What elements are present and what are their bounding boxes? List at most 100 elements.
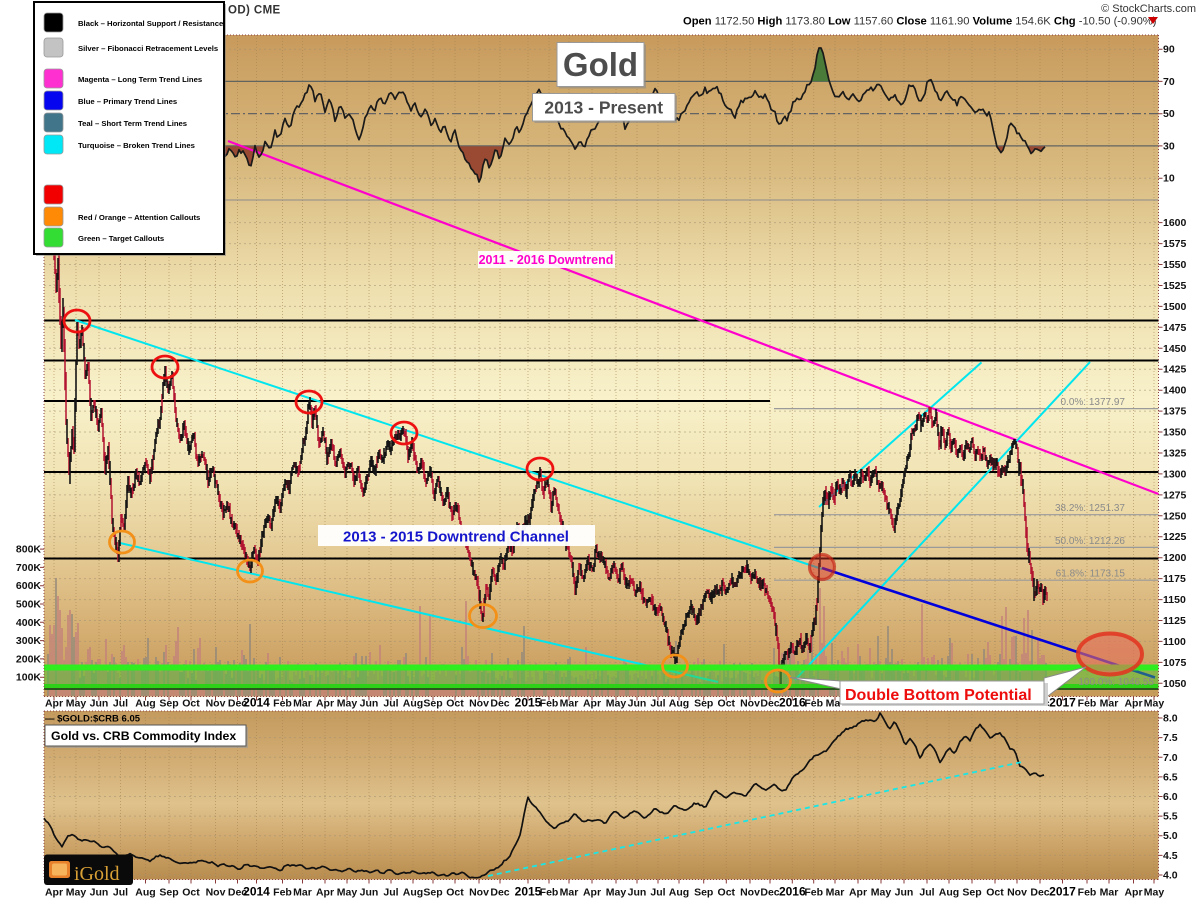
svg-text:6.5: 6.5 (1163, 771, 1178, 783)
svg-text:Jul: Jul (650, 887, 665, 899)
svg-text:Nov: Nov (469, 887, 489, 899)
svg-text:Aug: Aug (403, 698, 423, 710)
svg-text:1050: 1050 (1163, 678, 1187, 690)
svg-text:Apr: Apr (1124, 698, 1142, 710)
svg-text:1525: 1525 (1163, 280, 1187, 292)
svg-text:Gold vs. CRB Commodity Index: Gold vs. CRB Commodity Index (51, 729, 236, 743)
svg-text:Nov: Nov (740, 887, 760, 899)
svg-text:May: May (1144, 698, 1165, 710)
svg-text:Blue – Primary Trend Lines: Blue – Primary Trend Lines (78, 97, 177, 106)
svg-text:Apr: Apr (1124, 887, 1142, 899)
svg-text:Sep: Sep (962, 887, 981, 899)
svg-text:Jun: Jun (360, 698, 379, 710)
svg-text:Mar: Mar (826, 887, 845, 899)
svg-text:May: May (337, 698, 358, 710)
svg-text:Mar: Mar (1100, 698, 1119, 710)
svg-text:Dec: Dec (760, 887, 779, 899)
svg-text:70: 70 (1163, 76, 1175, 88)
svg-text:1200: 1200 (1163, 552, 1187, 564)
svg-text:Sep: Sep (694, 887, 713, 899)
svg-text:Apr: Apr (45, 887, 63, 899)
svg-text:Nov: Nov (206, 887, 226, 899)
svg-text:Green – Target Callouts: Green – Target Callouts (78, 234, 164, 243)
svg-text:2015: 2015 (515, 696, 542, 710)
svg-text:2013 - Present: 2013 - Present (544, 98, 663, 118)
svg-text:© StockCharts.com: © StockCharts.com (1101, 3, 1196, 15)
svg-text:Red / Orange – Attention Callo: Red / Orange – Attention Callouts (78, 213, 200, 222)
svg-text:Feb: Feb (804, 887, 823, 899)
svg-text:May: May (66, 698, 87, 710)
svg-text:1475: 1475 (1163, 322, 1187, 334)
svg-text:61.8%: 1173.15: 61.8%: 1173.15 (1056, 569, 1126, 580)
svg-text:Oct: Oct (182, 698, 200, 710)
svg-text:Feb: Feb (540, 887, 559, 899)
svg-text:1150: 1150 (1163, 594, 1186, 606)
svg-text:Oct: Oct (718, 887, 736, 899)
svg-text:Nov: Nov (1007, 887, 1027, 899)
svg-text:Aug: Aug (669, 887, 689, 899)
svg-text:2014: 2014 (243, 696, 270, 710)
svg-text:Nov: Nov (469, 698, 489, 710)
svg-text:1550: 1550 (1163, 259, 1187, 271)
svg-text:2014: 2014 (243, 885, 270, 899)
svg-text:50: 50 (1163, 108, 1175, 120)
svg-text:500K: 500K (16, 599, 42, 611)
svg-text:Jun: Jun (90, 887, 109, 899)
svg-text:200K: 200K (16, 653, 42, 665)
svg-text:7.5: 7.5 (1163, 732, 1178, 744)
svg-text:Jun: Jun (360, 887, 379, 899)
svg-text:Turquoise – Broken Trend Lines: Turquoise – Broken Trend Lines (78, 141, 195, 150)
svg-text:Aug: Aug (135, 887, 155, 899)
svg-text:May: May (1144, 887, 1165, 899)
svg-text:Sep: Sep (694, 698, 713, 710)
svg-text:May: May (606, 887, 627, 899)
svg-text:Aug: Aug (939, 887, 959, 899)
svg-text:Sep: Sep (159, 887, 178, 899)
svg-text:Dec: Dec (490, 698, 509, 710)
svg-text:1250: 1250 (1163, 510, 1187, 522)
svg-text:Jul: Jul (113, 887, 128, 899)
svg-text:100K: 100K (16, 672, 42, 684)
svg-text:Apr: Apr (583, 698, 601, 710)
svg-text:Sep: Sep (423, 698, 442, 710)
svg-text:0.0%: 1377.97: 0.0%: 1377.97 (1061, 397, 1126, 408)
svg-text:Double Bottom Potential: Double Bottom Potential (845, 687, 1032, 704)
svg-text:Nov: Nov (206, 698, 226, 710)
svg-text:Apr: Apr (316, 887, 334, 899)
svg-text:1125: 1125 (1163, 615, 1186, 627)
svg-text:800K: 800K (16, 544, 42, 556)
svg-text:1275: 1275 (1163, 489, 1187, 501)
svg-text:1175: 1175 (1163, 573, 1186, 585)
svg-text:Feb: Feb (1078, 887, 1097, 899)
svg-text:1575: 1575 (1163, 238, 1187, 250)
svg-text:Jul: Jul (650, 698, 665, 710)
svg-text:Oct: Oct (986, 887, 1004, 899)
svg-text:Mar: Mar (293, 698, 312, 710)
svg-text:1500: 1500 (1163, 301, 1187, 313)
svg-text:1425: 1425 (1163, 364, 1187, 376)
svg-text:Feb: Feb (1078, 698, 1097, 710)
svg-text:Dec: Dec (490, 887, 509, 899)
svg-text:5.5: 5.5 (1163, 811, 1178, 823)
svg-text:Aug: Aug (135, 698, 155, 710)
svg-text:1225: 1225 (1163, 531, 1187, 543)
svg-text:May: May (606, 698, 627, 710)
svg-text:Oct: Oct (718, 698, 736, 710)
svg-text:600K: 600K (16, 580, 42, 592)
svg-text:7.0: 7.0 (1163, 752, 1178, 764)
svg-text:Gold: Gold (563, 46, 638, 83)
svg-text:Apr: Apr (316, 698, 334, 710)
svg-text:OD) CME: OD) CME (228, 5, 281, 17)
svg-text:Jun: Jun (90, 698, 109, 710)
svg-text:Nov: Nov (740, 698, 760, 710)
svg-text:1375: 1375 (1163, 406, 1187, 418)
svg-text:Jul: Jul (113, 698, 128, 710)
svg-text:Black – Horizontal Support / R: Black – Horizontal Support / Resistance (78, 19, 224, 28)
svg-text:400K: 400K (16, 617, 42, 629)
svg-text:Jul: Jul (383, 887, 398, 899)
svg-text:4.0: 4.0 (1163, 870, 1178, 882)
svg-text:— $GOLD:$CRB 6.05: — $GOLD:$CRB 6.05 (45, 714, 141, 725)
svg-text:1400: 1400 (1163, 385, 1187, 397)
svg-text:Mar: Mar (1100, 887, 1119, 899)
svg-text:1325: 1325 (1163, 448, 1187, 460)
